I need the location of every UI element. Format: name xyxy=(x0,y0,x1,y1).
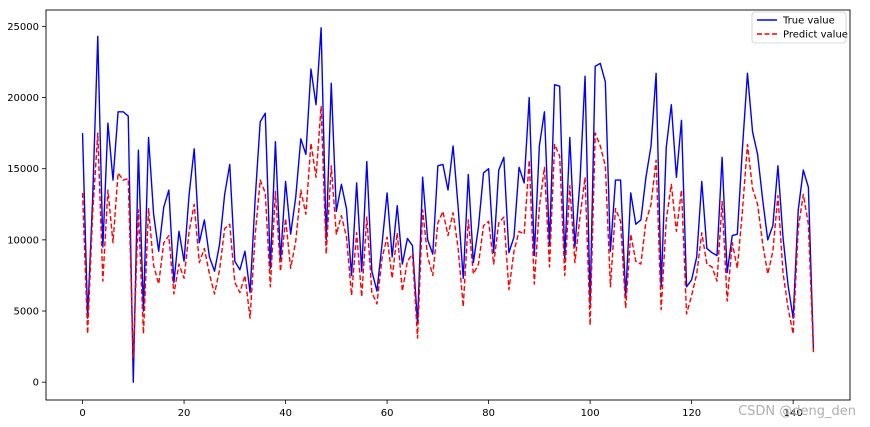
x-tick-label: 120 xyxy=(682,408,701,419)
x-tick-label: 0 xyxy=(79,408,85,419)
x-tick-label: 60 xyxy=(381,408,394,419)
plot-area xyxy=(45,9,851,401)
x-tick-label: 140 xyxy=(784,408,803,419)
legend-predict-label: Predict value xyxy=(783,30,848,41)
y-tick-label: 0 xyxy=(33,378,39,389)
legend: True value Predict value xyxy=(751,11,848,44)
y-axis: 0 5000 10000 15000 20000 25000 xyxy=(7,22,46,389)
series-line-true-value xyxy=(81,27,815,383)
y-tick-label: 20000 xyxy=(7,93,39,104)
y-tick-label: 10000 xyxy=(7,235,39,246)
series-layer xyxy=(81,27,815,383)
x-axis: 0 20 40 60 80 100 120 140 xyxy=(79,400,803,419)
x-tick-label: 100 xyxy=(581,408,600,419)
y-tick-label: 15000 xyxy=(7,164,39,175)
y-tick-label: 5000 xyxy=(14,307,39,318)
y-tick-label: 25000 xyxy=(7,22,39,33)
legend-true-label: True value xyxy=(782,16,835,27)
x-tick-label: 40 xyxy=(279,408,292,419)
x-tick-label: 80 xyxy=(482,408,495,419)
series-line-predict-value xyxy=(81,105,815,359)
x-tick-label: 20 xyxy=(178,408,191,419)
watermark: CSDN @deng_den xyxy=(738,404,856,419)
